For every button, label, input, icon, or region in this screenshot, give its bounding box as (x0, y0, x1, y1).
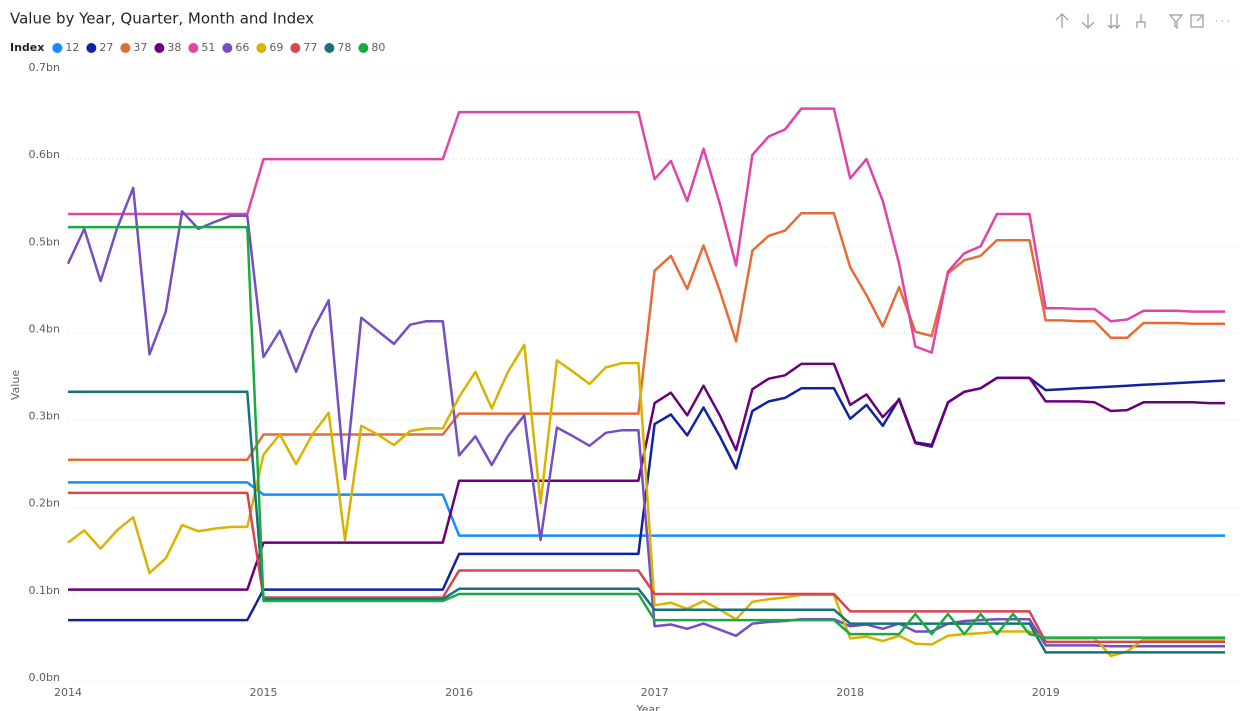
legend-marker (256, 43, 267, 53)
series-line (67, 343, 1225, 658)
y-tick-label: 0.1bn (29, 584, 60, 597)
legend-marker (290, 43, 301, 53)
x-tick-label: 2016 (445, 686, 473, 699)
legend-marker (154, 43, 165, 53)
legend-label: 77 (303, 41, 317, 54)
legend-label: 27 (99, 41, 113, 54)
legend-label: 69 (269, 41, 283, 54)
series-line (68, 211, 1225, 462)
legend-label: 80 (371, 41, 385, 54)
legend-marker (358, 43, 369, 53)
legend-label: 37 (133, 41, 147, 54)
y-tick-label: 0.0bn (29, 671, 60, 684)
y-tick-label: 0.2bn (29, 497, 60, 510)
x-axis-label: Year (635, 703, 660, 711)
x-tick-label: 2015 (250, 686, 278, 699)
legend-label: 78 (337, 41, 351, 54)
legend-label: 51 (201, 41, 215, 54)
legend-label: 12 (65, 41, 79, 54)
y-tick-label: 0.5bn (29, 235, 60, 248)
y-tick-label: 0.7bn (29, 61, 60, 74)
toolbar-icons[interactable] (1055, 13, 1229, 30)
x-tick-label: 2017 (641, 686, 669, 699)
legend-label: 38 (167, 41, 181, 54)
legend-marker (222, 43, 233, 53)
series-line (68, 107, 1225, 354)
legend-label: 66 (235, 41, 249, 54)
y-tick-label: 0.3bn (29, 410, 60, 423)
legend-marker (86, 43, 97, 53)
legend-marker (188, 43, 199, 53)
legend-title: Index (10, 41, 44, 54)
x-tick-label: 2014 (54, 686, 82, 699)
y-tick-label: 0.6bn (29, 148, 60, 161)
y-axis-label: Value (9, 370, 22, 400)
x-tick-label: 2019 (1032, 686, 1060, 699)
x-tick-label: 2018 (836, 686, 864, 699)
series-line (66, 186, 1225, 648)
legend-marker (120, 43, 131, 53)
y-tick-label: 0.4bn (29, 322, 60, 335)
legend-marker (324, 43, 335, 53)
chart-title: Value by Year, Quarter, Month and Index (10, 10, 314, 28)
series-line (68, 225, 1225, 639)
legend-marker (52, 43, 63, 53)
